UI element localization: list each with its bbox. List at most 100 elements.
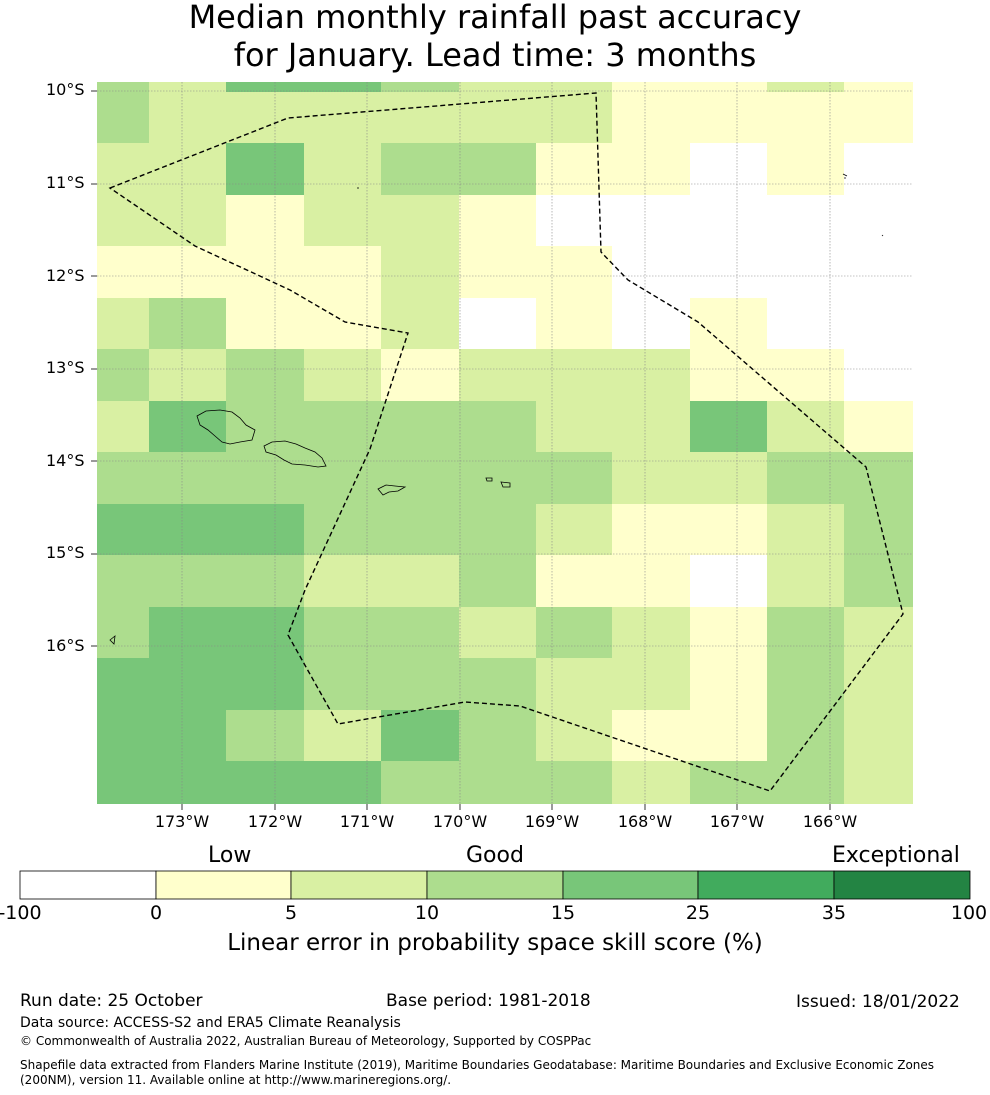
grid-cell — [381, 401, 459, 452]
grid-cell — [844, 401, 913, 452]
grid-cell — [536, 92, 612, 143]
grid-cell — [97, 92, 149, 143]
grid-cell — [149, 92, 226, 143]
grid-cell — [304, 143, 381, 195]
grid-cell — [226, 298, 304, 349]
lat-label-11s: 11°S — [46, 173, 85, 192]
grid-cell — [767, 401, 844, 452]
cbar-tick-5: 5 — [284, 902, 298, 924]
grid-cell — [459, 761, 536, 804]
grid-cell — [612, 195, 690, 246]
grid-cell — [304, 710, 381, 761]
grid-cell — [381, 298, 459, 349]
grid-cell — [226, 82, 304, 92]
grid-cell — [844, 195, 913, 246]
lon-label-171w: 171°W — [339, 812, 395, 831]
grid-cell — [226, 452, 304, 504]
grid-cell — [97, 761, 149, 804]
map-title-line-2: for January. Lead time: 3 months — [233, 36, 757, 74]
grid-cell — [97, 143, 149, 195]
grid-cell — [304, 452, 381, 504]
grid-cell — [149, 710, 226, 761]
lat-label-14s: 14°S — [46, 451, 85, 470]
grid-cell — [97, 555, 149, 607]
grid-cell — [149, 761, 226, 804]
grid-cell — [304, 82, 381, 92]
grid-cell — [149, 143, 226, 195]
grid-cell — [767, 658, 844, 710]
colorbar — [19, 870, 971, 900]
lat-label-10s: 10°S — [46, 80, 85, 99]
grid-cell — [304, 349, 381, 401]
colorbar-swatch — [19, 870, 157, 900]
grid-cell — [149, 504, 226, 555]
lat-label-16s: 16°S — [46, 636, 85, 655]
grid-cell — [767, 452, 844, 504]
grid-cell — [690, 710, 767, 761]
grid-cell — [226, 349, 304, 401]
grid-cell — [690, 401, 767, 452]
grid-cell — [690, 607, 767, 658]
island-tutuila — [377, 484, 407, 496]
island-ofu — [500, 481, 511, 488]
grid-cell — [149, 298, 226, 349]
grid-cell — [690, 82, 767, 92]
island-savaii — [196, 409, 256, 445]
grid-cell — [612, 607, 690, 658]
grid-cell — [459, 607, 536, 658]
colorbar-swatch — [155, 870, 292, 900]
lon-label-170w: 170°W — [432, 812, 488, 831]
grid-cell — [381, 452, 459, 504]
grid-cell — [304, 401, 381, 452]
grid-cell — [536, 658, 612, 710]
grid-cell — [459, 349, 536, 401]
grid-cell — [844, 555, 913, 607]
grid-cell — [304, 761, 381, 804]
grid-cell — [844, 504, 913, 555]
grid-cell — [149, 607, 226, 658]
grid-cell — [459, 92, 536, 143]
colorbar-swatch — [697, 870, 835, 900]
island-swains — [842, 173, 848, 179]
grid-cell — [226, 710, 304, 761]
lon-label-168w: 168°W — [617, 812, 673, 831]
grid-cell — [612, 401, 690, 452]
grid-cell — [459, 555, 536, 607]
grid-cell — [381, 349, 459, 401]
grid-cell — [536, 761, 612, 804]
grid-cell — [536, 246, 612, 298]
grid-cell — [381, 195, 459, 246]
cbar-tick-0: 0 — [149, 902, 163, 924]
grid-cell — [149, 452, 226, 504]
colorbar-swatch — [426, 870, 564, 900]
lon-label-166w: 166°W — [802, 812, 858, 831]
grid-cell — [381, 710, 459, 761]
grid-cell — [690, 298, 767, 349]
cbar-tick-10: 10 — [414, 902, 440, 924]
cbar-tick-100: 100 — [950, 902, 988, 924]
lat-label-15s: 15°S — [46, 543, 85, 562]
grid-cell — [226, 658, 304, 710]
grid-cell — [459, 143, 536, 195]
grid-cell — [381, 555, 459, 607]
island-aunuu — [485, 477, 493, 482]
grid-cell — [690, 761, 767, 804]
grid-cell — [459, 504, 536, 555]
grid-cell — [304, 246, 381, 298]
category-low: Low — [208, 843, 252, 868]
lat-label-13s: 13°S — [46, 358, 85, 377]
grid-cell — [767, 82, 844, 92]
cbar-tick-35: 35 — [821, 902, 847, 924]
grid-cell — [149, 349, 226, 401]
colorbar-label: Linear error in probability space skill … — [227, 930, 763, 956]
grid-cell — [97, 195, 149, 246]
shapefile-credit: Shapefile data extracted from Flanders M… — [20, 1058, 935, 1087]
lat-label-12s: 12°S — [46, 266, 85, 285]
grid-cell — [536, 555, 612, 607]
grid-cell — [226, 761, 304, 804]
grid-cell — [226, 504, 304, 555]
lon-label-167w: 167°W — [709, 812, 765, 831]
grid-cell — [381, 504, 459, 555]
grid-cell — [97, 246, 149, 298]
grid-cell — [381, 607, 459, 658]
